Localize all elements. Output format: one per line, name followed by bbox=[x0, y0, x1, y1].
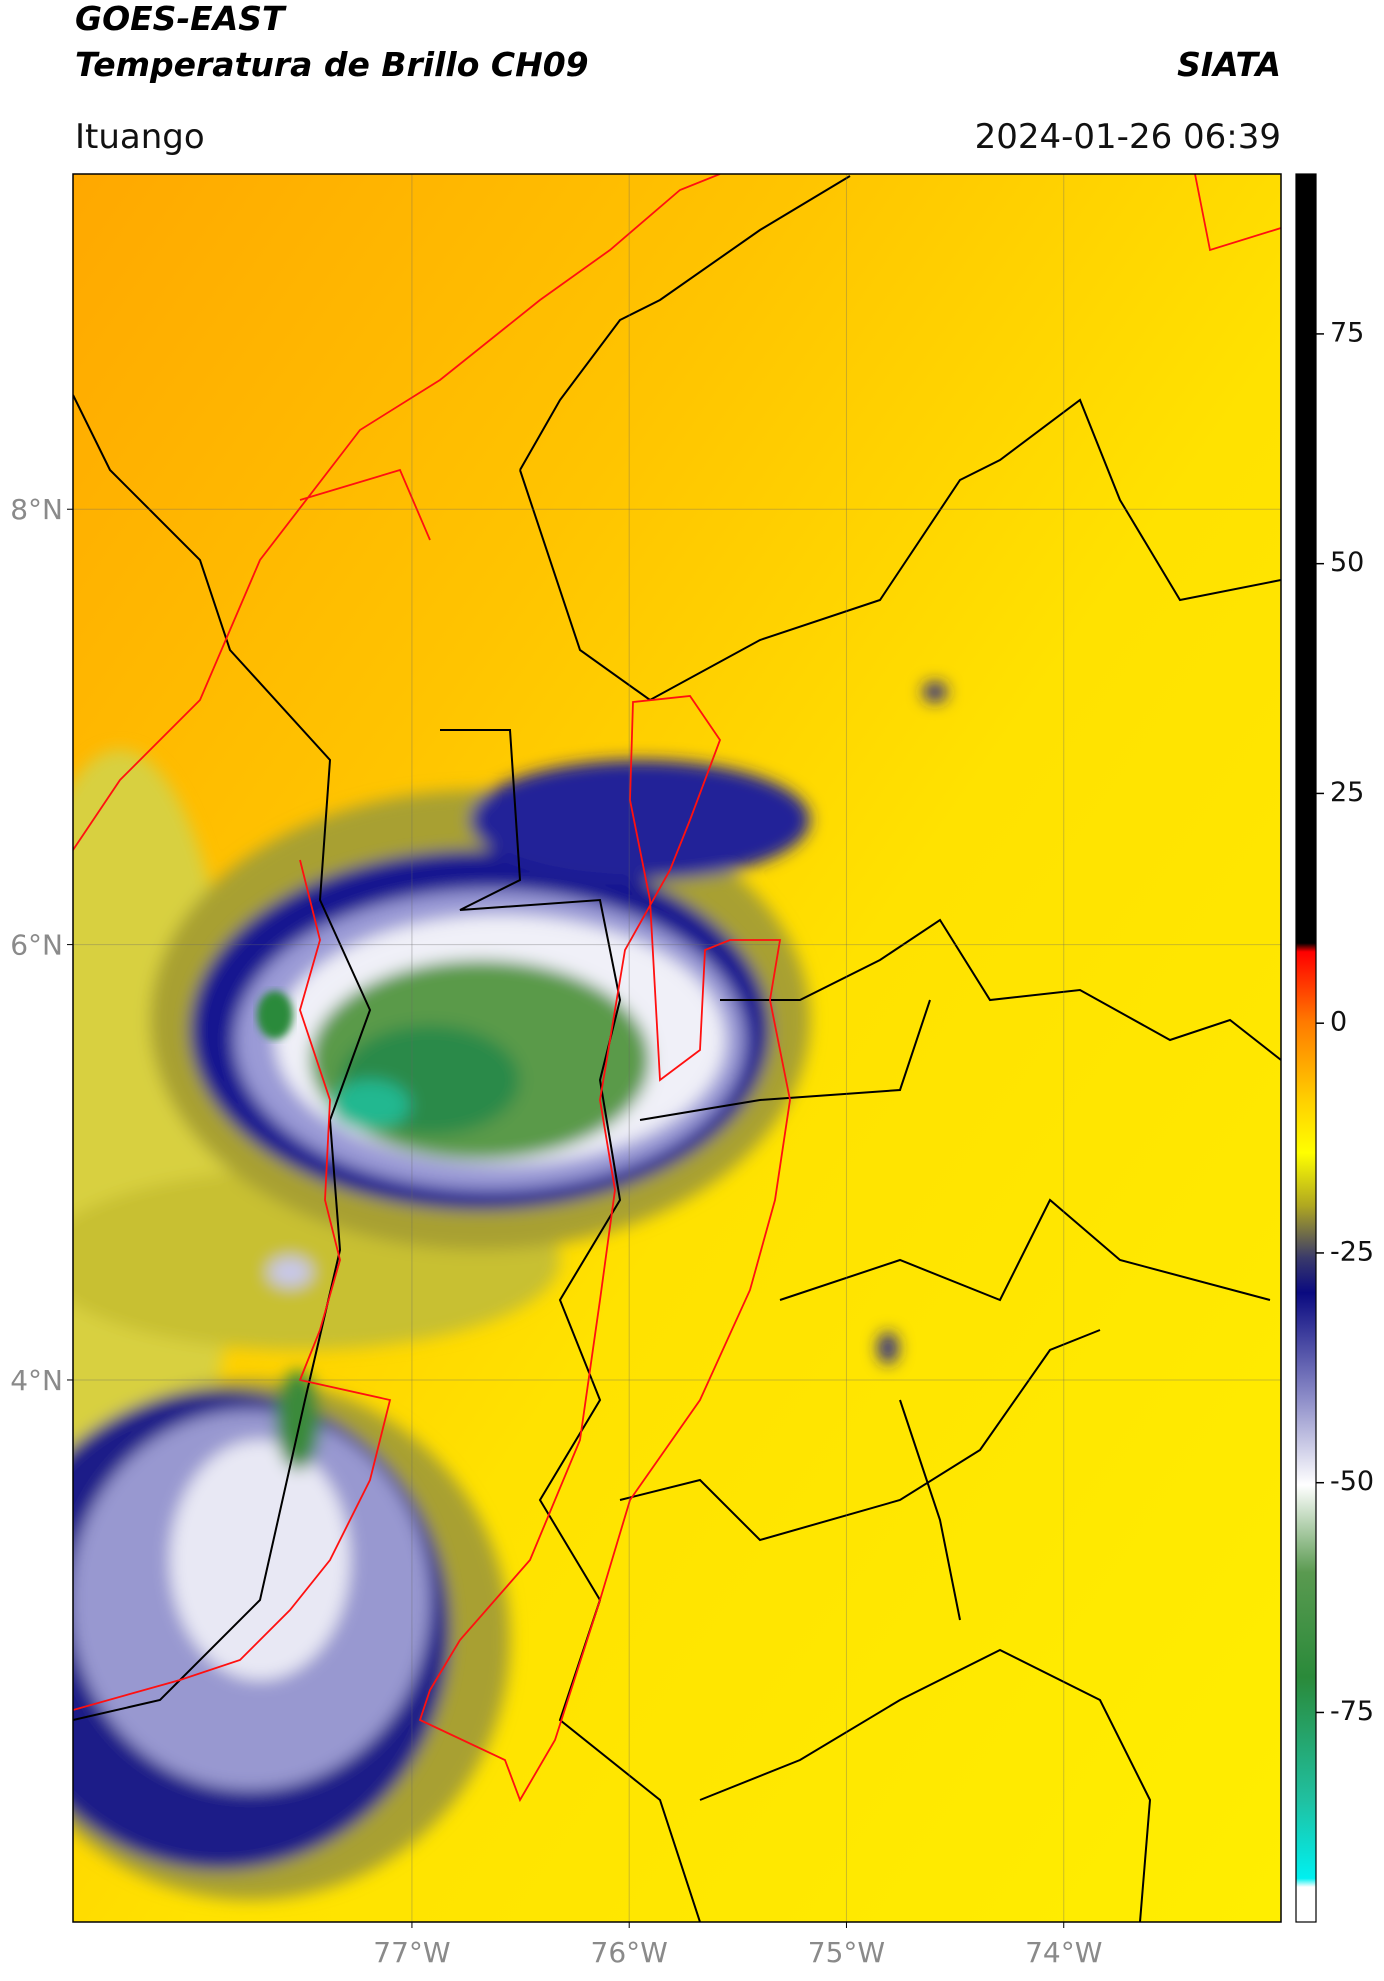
map-frame bbox=[72, 173, 1282, 1923]
colorbar bbox=[1295, 173, 1317, 1923]
datetime: 2024-01-26 06:39 bbox=[975, 117, 1281, 157]
y-tick-label: 8°N bbox=[10, 493, 63, 526]
x-tick-label: 77°W bbox=[373, 1936, 450, 1969]
subtitle: Temperatura de Brillo CH09 bbox=[75, 45, 589, 84]
brand: SIATA bbox=[1177, 45, 1281, 84]
y-tick-label: 4°N bbox=[10, 1364, 63, 1397]
colorbar-tick-label: 75 bbox=[1330, 317, 1364, 348]
colorbar-tick-label: 50 bbox=[1330, 547, 1364, 578]
colorbar-tick-label: -25 bbox=[1330, 1236, 1374, 1267]
x-tick-label: 76°W bbox=[591, 1936, 668, 1969]
y-tick-label: 6°N bbox=[10, 929, 63, 962]
x-tick-label: 74°W bbox=[1025, 1936, 1102, 1969]
colorbar-tick-label: -50 bbox=[1330, 1466, 1374, 1497]
map-imagery bbox=[73, 174, 1281, 1922]
colorbar-tick-label: 0 bbox=[1330, 1007, 1347, 1038]
colorbar-tick-label: -75 bbox=[1330, 1696, 1374, 1727]
grid bbox=[73, 174, 1281, 1922]
title: GOES-EAST bbox=[75, 0, 287, 38]
colorbar-tick-label: 25 bbox=[1330, 777, 1364, 808]
location: Ituango bbox=[75, 117, 205, 157]
x-tick-label: 75°W bbox=[808, 1936, 885, 1969]
